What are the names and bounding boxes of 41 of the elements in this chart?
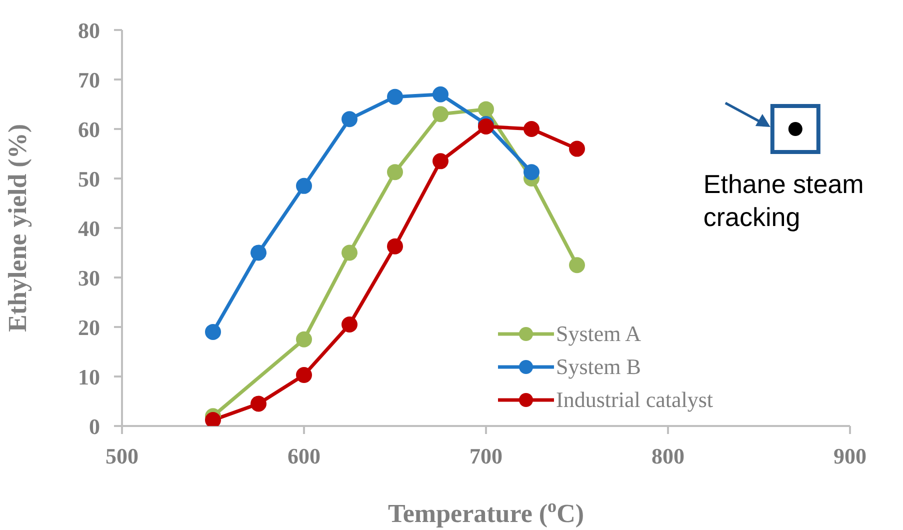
point bbox=[524, 121, 540, 137]
annotation: Ethane steam cracking bbox=[703, 169, 864, 232]
point bbox=[296, 331, 312, 348]
legend-label: Industrial catalyst bbox=[556, 386, 714, 414]
y-tick-label: 30 bbox=[78, 265, 100, 290]
point bbox=[432, 153, 448, 170]
y-tick-label: 40 bbox=[78, 216, 100, 241]
point bbox=[250, 244, 266, 261]
point bbox=[250, 396, 266, 412]
point bbox=[205, 324, 221, 340]
point bbox=[569, 140, 585, 157]
y-tick-label: 10 bbox=[78, 364, 100, 390]
y-axis-title: Ethylene yield (%) bbox=[3, 124, 32, 332]
legend-label: System A bbox=[556, 320, 641, 348]
point bbox=[387, 88, 403, 105]
y-tick-label: 50 bbox=[78, 166, 100, 192]
point bbox=[387, 164, 403, 180]
point bbox=[342, 111, 358, 128]
y-tick-label: 60 bbox=[78, 116, 100, 142]
x-tick-label: 900 bbox=[834, 444, 866, 469]
legend-label: System B bbox=[556, 353, 641, 381]
point bbox=[387, 238, 403, 254]
point bbox=[524, 164, 540, 180]
point bbox=[296, 178, 312, 194]
point bbox=[296, 367, 312, 384]
y-tick-label: 0 bbox=[89, 414, 100, 439]
point bbox=[342, 244, 358, 261]
point bbox=[569, 257, 585, 274]
y-tick-label: 20 bbox=[78, 314, 100, 340]
x-tick-label: 500 bbox=[106, 444, 138, 469]
point bbox=[342, 316, 358, 333]
y-tick-label: 70 bbox=[78, 67, 100, 92]
point bbox=[432, 86, 448, 102]
y-tick-label: 80 bbox=[78, 18, 100, 43]
x-tick-label: 800 bbox=[652, 444, 684, 469]
x-tick-label: 600 bbox=[288, 444, 320, 469]
point bbox=[478, 101, 494, 118]
x-axis-title: Temperature ($^{o}$C) bbox=[388, 496, 584, 528]
x-tick-label: 700 bbox=[470, 444, 502, 469]
point bbox=[205, 412, 221, 426]
point bbox=[432, 106, 448, 122]
